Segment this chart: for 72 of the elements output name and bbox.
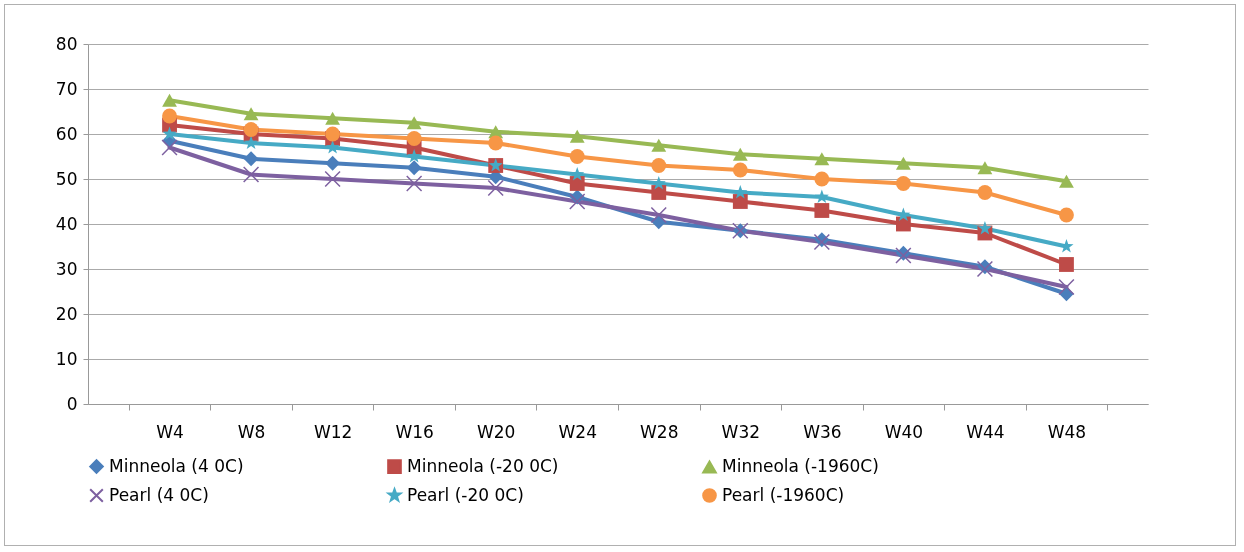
point (325, 126, 341, 142)
point (325, 111, 341, 125)
x-tick-label: W8 (237, 421, 266, 442)
point (977, 185, 993, 200)
point (162, 93, 177, 107)
x-tick-label: W20 (476, 421, 516, 442)
point (814, 171, 830, 187)
x-tick-label: W16 (395, 421, 434, 442)
point (325, 140, 340, 154)
y-tick-label: 80 (55, 33, 78, 54)
point (406, 131, 422, 146)
point (569, 193, 586, 210)
point (814, 203, 830, 218)
y-tick-label: 50 (55, 168, 78, 189)
legend-label: Minneola (4 0C) (109, 455, 244, 476)
point (1058, 278, 1075, 296)
legend-label: Pearl (4 0C) (109, 484, 209, 505)
x-tick-label: W40 (884, 421, 924, 442)
x-tick-label: W32 (721, 421, 761, 442)
point (407, 149, 422, 163)
x-tick-label: W36 (803, 421, 842, 442)
point (405, 175, 423, 192)
legend-label: Minneola (-1960C) (722, 456, 879, 477)
legend-label: Pearl (-1960C) (722, 484, 845, 505)
point (243, 151, 259, 167)
x-tick-label: W4 (156, 421, 184, 442)
y-tick-label: 40 (55, 213, 78, 234)
point (488, 135, 504, 151)
point (325, 155, 341, 171)
x-tick-label: W28 (640, 421, 679, 442)
point (242, 166, 260, 183)
point (732, 162, 748, 178)
point (244, 135, 259, 149)
point (651, 158, 667, 173)
y-tick-label: 70 (55, 78, 78, 99)
point (162, 126, 177, 140)
point (732, 147, 748, 161)
point (569, 176, 585, 191)
y-tick-label: 10 (55, 348, 78, 369)
point (1059, 174, 1074, 188)
point (406, 116, 422, 130)
point (487, 179, 504, 197)
x-tick-label: W12 (313, 421, 353, 442)
x-tick-label: W44 (966, 421, 1005, 442)
legend-label: Minneola (-20 0C) (407, 455, 559, 476)
point (1059, 207, 1074, 223)
y-tick-label: 30 (55, 258, 78, 279)
legend-label: Pearl (-20 0C) (407, 484, 524, 505)
point (814, 189, 829, 203)
point (651, 185, 667, 200)
y-tick-label: 0 (66, 393, 78, 414)
point (406, 160, 422, 176)
point (895, 176, 911, 191)
point (732, 194, 748, 209)
y-tick-label: 60 (55, 123, 78, 144)
point (243, 107, 259, 121)
point (162, 108, 177, 124)
y-tick-label: 20 (55, 303, 78, 324)
point (324, 170, 341, 188)
point (650, 206, 667, 224)
point (814, 152, 830, 166)
point (569, 149, 585, 164)
point (1059, 257, 1074, 272)
point (161, 139, 178, 156)
point (977, 221, 992, 235)
point (569, 129, 585, 143)
point (977, 161, 993, 175)
x-tick-label: W24 (558, 421, 597, 442)
point (895, 156, 911, 170)
point (243, 122, 259, 137)
x-tick-label: W48 (1047, 421, 1087, 442)
point (651, 138, 667, 152)
